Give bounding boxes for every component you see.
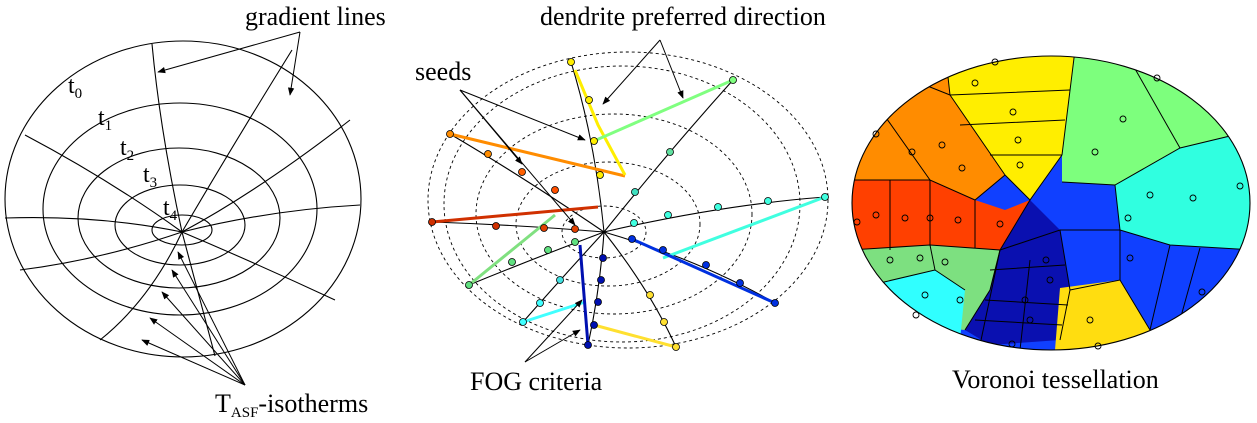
fog-criteria-label: FOG criteria [470,367,603,396]
gradient-lines-label: gradient lines [245,2,386,31]
isotherms-label: TASF-isotherms [215,389,368,421]
isotherm-label: t2 [120,135,134,164]
seeds-panel: seeds dendrite preferred direction FOG c… [415,2,829,396]
direction-label: dendrite preferred direction [540,2,826,31]
isotherm-label: t1 [98,105,112,134]
voronoi-label: Voronoi tessellation [952,365,1159,394]
isotherm-label: t4 [163,195,178,224]
isotherm-panel: gradient lines t0 t1 t2 t3 t4 TASF-isoth… [4,2,386,421]
seeds-label: seeds [415,57,471,86]
voronoi-panel: Voronoi tessellation [851,55,1251,394]
isotherm-label: t0 [68,73,82,102]
isotherm-label: t3 [143,162,157,191]
